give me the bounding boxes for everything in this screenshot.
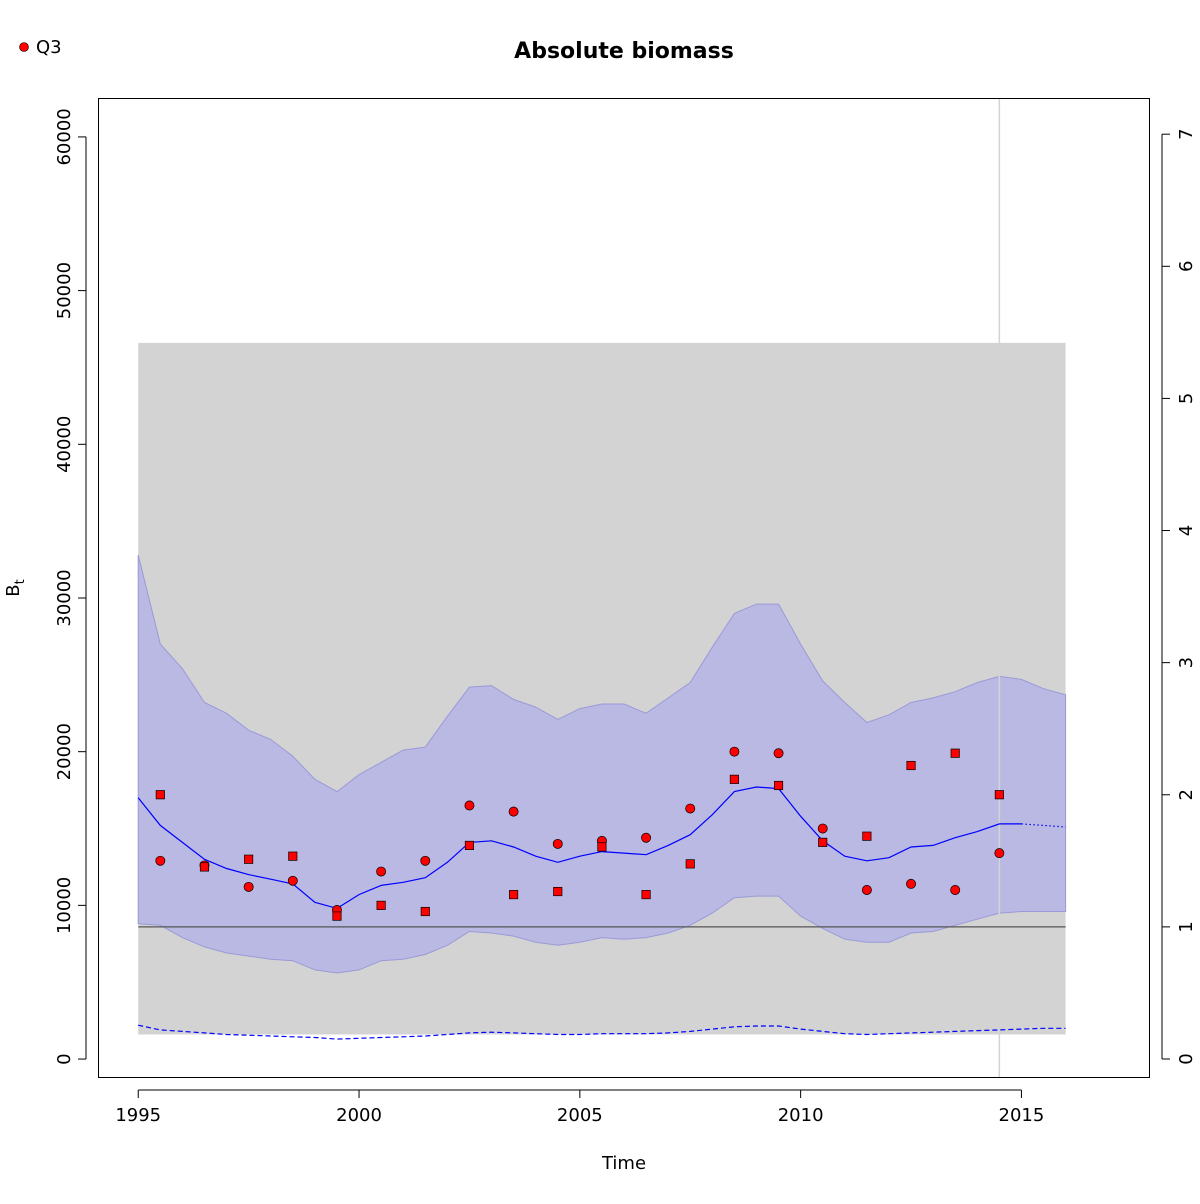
y-tick-label: 50000 xyxy=(54,262,75,319)
data-point-square xyxy=(464,840,474,850)
y-tick-label: 0 xyxy=(54,1053,75,1064)
x-tick-label: 1995 xyxy=(115,1105,161,1126)
series-line-dashed xyxy=(138,1024,1066,1040)
y-tick-label: 20000 xyxy=(54,723,75,780)
data-point-circle xyxy=(773,748,784,759)
data-point-square xyxy=(376,900,386,910)
x-tick-label: 2015 xyxy=(999,1105,1045,1126)
data-point-square xyxy=(509,890,519,900)
legend-label-q3: Q3 xyxy=(36,37,62,58)
data-point-circle xyxy=(155,855,166,866)
data-point-square xyxy=(685,859,695,869)
data-point-circle xyxy=(729,746,740,757)
data-point-circle xyxy=(464,800,475,811)
data-point-circle xyxy=(287,875,298,886)
data-point-square xyxy=(994,790,1004,800)
data-point-square xyxy=(553,886,563,897)
y2-tick-label: 2 xyxy=(1176,789,1197,800)
series-line-dotted xyxy=(1021,823,1066,828)
plot-area xyxy=(137,98,1067,1078)
y2-tick-label: 7 xyxy=(1176,128,1197,139)
data-point-square xyxy=(420,906,430,917)
data-point-square xyxy=(862,831,872,841)
y-tick-label: 40000 xyxy=(54,416,75,473)
y2-tick-label: 0 xyxy=(1176,1053,1197,1064)
legend-marker-q3 xyxy=(19,42,29,52)
y2-tick-label: 1 xyxy=(1176,921,1197,932)
data-point-square xyxy=(906,760,916,771)
x-tick-label: 2000 xyxy=(336,1105,382,1126)
data-point-circle xyxy=(420,855,431,866)
data-point-square xyxy=(641,890,651,900)
y-tick-label: 60000 xyxy=(54,108,75,165)
data-point-circle xyxy=(861,885,872,895)
y-tick-label: 30000 xyxy=(54,569,75,626)
data-point-square xyxy=(774,780,784,791)
data-point-circle xyxy=(641,832,652,843)
data-point-square xyxy=(155,790,165,800)
y-tick-label: 10000 xyxy=(54,877,75,934)
y2-tick-label: 3 xyxy=(1176,657,1197,668)
y2-tick-label: 4 xyxy=(1176,525,1197,536)
data-point-circle xyxy=(994,848,1005,859)
data-point-circle xyxy=(685,803,696,814)
data-point-circle xyxy=(950,885,961,895)
y2-tick-label: 6 xyxy=(1176,261,1197,272)
data-point-circle xyxy=(817,823,828,834)
data-point-square xyxy=(950,748,960,758)
x-tick-label: 2010 xyxy=(778,1105,824,1126)
data-point-circle xyxy=(376,866,387,877)
series-line-solid xyxy=(137,786,1022,910)
data-point-square xyxy=(597,842,607,852)
chart-title: Absolute biomass xyxy=(514,39,734,64)
x-tick-label: 2005 xyxy=(557,1105,603,1126)
y-axis-label: Bt xyxy=(3,579,28,596)
data-point-square xyxy=(244,854,254,864)
data-point-circle xyxy=(508,806,519,817)
x-axis-label: Time xyxy=(601,1153,646,1174)
data-point-square xyxy=(818,837,828,847)
data-point-circle xyxy=(906,878,916,889)
y2-tick-label: 5 xyxy=(1176,393,1197,404)
legend: Q3 xyxy=(19,37,62,58)
axes: 1995 2000 2005 2010 201501000020000300004000… xyxy=(54,108,1197,1126)
data-point-square xyxy=(288,851,298,861)
data-point-square xyxy=(729,774,739,784)
plot-frame xyxy=(98,98,1150,1078)
data-point-circle xyxy=(552,838,563,849)
confidence-band xyxy=(137,554,1067,974)
y-axis-label-subscript: t xyxy=(13,579,28,584)
data-point-circle xyxy=(243,881,254,892)
data-point-square xyxy=(332,911,342,921)
data-point-square xyxy=(199,862,210,872)
